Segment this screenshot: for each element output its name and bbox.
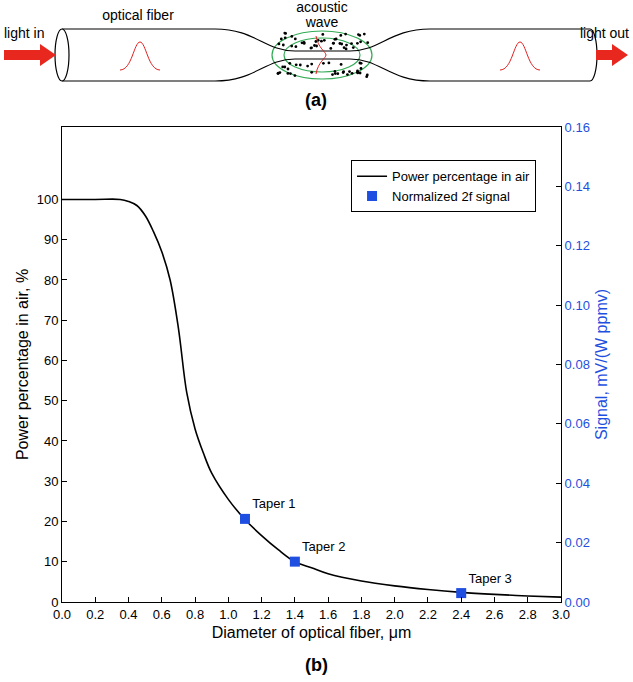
svg-text:0.8: 0.8: [186, 607, 204, 622]
svg-text:0.06: 0.06: [565, 416, 590, 431]
svg-text:2.2: 2.2: [419, 607, 437, 622]
svg-text:1.8: 1.8: [352, 607, 370, 622]
svg-text:0.10: 0.10: [565, 298, 590, 313]
svg-text:(a): (a): [305, 90, 327, 110]
svg-text:70: 70: [44, 313, 58, 328]
svg-text:20: 20: [44, 514, 58, 529]
svg-text:Taper 3: Taper 3: [468, 571, 511, 586]
svg-text:50: 50: [44, 393, 58, 408]
svg-text:Taper 2: Taper 2: [302, 539, 345, 554]
svg-text:2.8: 2.8: [519, 607, 537, 622]
svg-text:0.12: 0.12: [565, 238, 590, 253]
svg-text:0.4: 0.4: [119, 607, 137, 622]
svg-text:90: 90: [44, 232, 58, 247]
html-text:(b): (b): [305, 655, 328, 675]
svg-text:0.2: 0.2: [86, 607, 104, 622]
svg-text:optical fiber: optical fiber: [102, 7, 174, 23]
svg-text:wave: wave: [305, 14, 339, 30]
svg-text:10: 10: [44, 554, 58, 569]
svg-text:0.6: 0.6: [153, 607, 171, 622]
svg-text:0.00: 0.00: [565, 595, 590, 610]
svg-text:Signal, mV/(W ppmv): Signal, mV/(W ppmv): [593, 289, 610, 440]
svg-text:Power percentage in air: Power percentage in air: [392, 169, 530, 184]
svg-text:0.0: 0.0: [53, 607, 71, 622]
svg-text:1.4: 1.4: [286, 607, 304, 622]
svg-text:0.04: 0.04: [565, 476, 590, 491]
svg-text:60: 60: [44, 353, 58, 368]
svg-text:Power percentage in air, %: Power percentage in air, %: [14, 269, 31, 460]
svg-text:0.02: 0.02: [565, 535, 590, 550]
svg-text:30: 30: [44, 474, 58, 489]
svg-text:0.16: 0.16: [565, 120, 590, 135]
svg-text:40: 40: [44, 434, 58, 449]
svg-text:light in: light in: [4, 25, 44, 41]
svg-text:0.08: 0.08: [565, 357, 590, 372]
svg-text:acoustic: acoustic: [296, 0, 347, 15]
svg-text:1.2: 1.2: [253, 607, 271, 622]
svg-text:Normalized 2f signal: Normalized 2f signal: [392, 189, 510, 204]
svg-text:2.0: 2.0: [386, 607, 404, 622]
svg-text:100: 100: [37, 192, 59, 207]
svg-text:2.6: 2.6: [485, 607, 503, 622]
svg-text:0: 0: [51, 595, 58, 610]
svg-text:Taper 1: Taper 1: [252, 496, 295, 511]
svg-text:1.0: 1.0: [219, 607, 237, 622]
svg-text:1.6: 1.6: [319, 607, 337, 622]
svg-text:3.0: 3.0: [552, 607, 570, 622]
svg-text:Diameter of optical fiber, μm: Diameter of optical fiber, μm: [212, 624, 412, 641]
svg-text:2.4: 2.4: [452, 607, 470, 622]
svg-text:0.14: 0.14: [565, 179, 590, 194]
svg-text:light out: light out: [580, 25, 629, 41]
svg-text:80: 80: [44, 273, 58, 288]
